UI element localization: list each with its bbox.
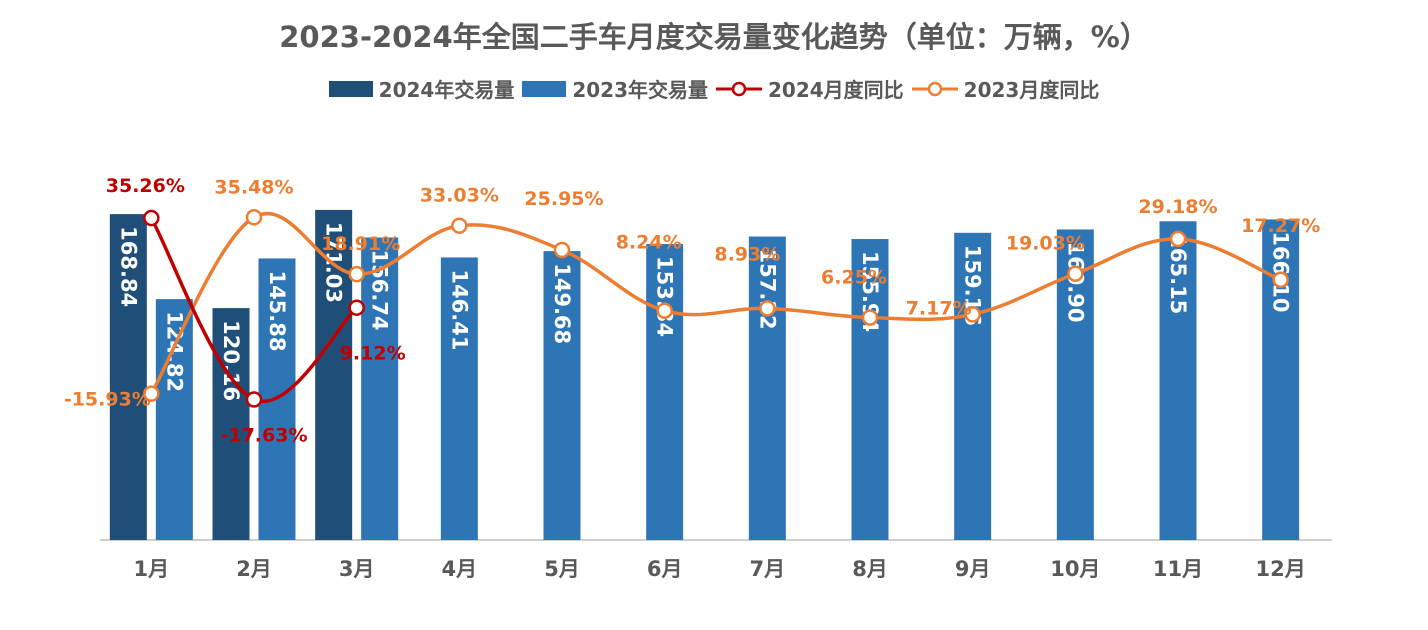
legend-swatch-2024-volume [328, 80, 373, 97]
series-2023-yoy-point [451, 217, 468, 234]
x-tick-label: 9月 [955, 557, 991, 581]
x-tick-label: 6月 [647, 557, 683, 581]
series-2023-yoy-data-label: 17.27% [1241, 215, 1320, 237]
legend-swatch-2023-volume [522, 80, 567, 97]
series-2023-volume-data-label: 153.34 [653, 256, 677, 337]
series-2023-yoy-point [553, 241, 571, 259]
x-tick-label: 2月 [236, 557, 272, 581]
legend-item-2024-yoy: 2024月度同比 [716, 74, 904, 103]
series-2023-yoy-data-label: 19.03% [1006, 233, 1085, 255]
series-2023-yoy-point [1169, 230, 1187, 248]
series-2023-yoy-point [861, 309, 879, 326]
series-2023-volume-bar [1159, 221, 1197, 540]
series-2024-volume-bar [315, 209, 353, 540]
series-2024-volume-data-label: 171.03 [322, 222, 346, 303]
series-2024-yoy-data-label: -17.63% [220, 424, 307, 446]
x-tick-label: 12月 [1256, 557, 1306, 581]
series-2023-yoy-point [245, 209, 263, 226]
series-2023-volume-data-label: 159.16 [961, 245, 985, 326]
series-2023-yoy-point [964, 306, 981, 323]
legend-item-2024-volume: 2024年交易量 [328, 74, 515, 103]
series-2023-yoy-point [656, 302, 673, 319]
series-2023-volume-data-label: 155.94 [858, 251, 882, 332]
series-2023-yoy-data-label: 6.25% [821, 267, 887, 289]
series-2023-volume-data-label: 160.90 [1063, 241, 1087, 322]
series-2023-volume-bar [440, 257, 478, 540]
legend-swatch-2023-yoy [911, 81, 958, 96]
x-tick-label: 1月 [134, 557, 170, 581]
series-2023-yoy-data-label: 8.93% [714, 243, 780, 265]
series-2023-volume-bar [361, 237, 399, 540]
series-2024-yoy-point [245, 391, 263, 408]
x-tick-label: 8月 [852, 557, 888, 581]
series-2024-volume-bar [212, 308, 250, 540]
legend-item-2023-volume: 2023年交易量 [522, 74, 708, 103]
series-2023-volume-bar [258, 258, 296, 540]
series-2023-yoy-data-label: -15.93% [64, 389, 151, 411]
legend-item-2023-yoy: 2023月度同比 [911, 74, 1100, 103]
series-2023-yoy-data-label: 7.17% [906, 297, 972, 319]
series-2023-volume-data-label: 165.15 [1166, 233, 1190, 314]
legend-label-2023-yoy: 2023月度同比 [963, 78, 1100, 102]
series-2023-volume-data-label: 157.22 [755, 249, 779, 330]
series-2023-volume-bar [748, 236, 786, 540]
series-2023-yoy-data-label: 8.24% [616, 232, 682, 254]
legend-label-2023-volume: 2023年交易量 [572, 78, 708, 102]
series-2024-yoy-data-label: 35.26% [106, 175, 185, 197]
series-2023-yoy-point [1067, 265, 1084, 282]
x-tick-label: 5月 [544, 557, 580, 581]
x-tick-label: 10月 [1050, 557, 1100, 581]
series-2023-yoy-point [143, 385, 160, 402]
series-2023-yoy-point [348, 265, 365, 283]
series-2023-volume-data-label: 156.74 [368, 249, 392, 330]
series-2023-volume-bar [851, 239, 889, 540]
series-2023-yoy-line [149, 211, 1282, 395]
series-2024-volume-data-label: 120.16 [219, 320, 243, 401]
series-2023-volume-bar [1262, 219, 1300, 540]
series-2023-yoy-data-label: 33.03% [420, 185, 499, 207]
series-2023-yoy-point [759, 300, 776, 317]
series-2023-yoy-data-label: 35.48% [214, 176, 293, 198]
series-2023-yoy-data-label: 29.18% [1138, 196, 1217, 218]
x-tick-label: 11月 [1153, 557, 1203, 581]
series-2023-volume-bar [954, 232, 992, 540]
series-2024-yoy-data-label: 9.12% [340, 343, 406, 365]
series-2023-volume-data-label: 145.88 [265, 270, 289, 351]
chart-title: 2023-2024年全国二手车月度交易量变化趋势（单位：万辆，%） [279, 20, 1149, 54]
series-2023-volume-data-label: 149.68 [550, 263, 574, 344]
legend-label-2024-yoy: 2024月度同比 [768, 78, 904, 102]
chart-legend: 2024年交易量 2023年交易量 2024月度同比 2023月度同比 [0, 74, 1428, 103]
x-tick-label: 4月 [442, 557, 478, 581]
legend-swatch-2024-yoy [716, 81, 762, 96]
series-2024-volume-bar [109, 214, 147, 540]
series-2024-volume-data-label: 168.84 [116, 226, 140, 307]
series-2023-volume-bar [646, 244, 684, 540]
series-2024-yoy-point [348, 299, 365, 316]
series-2023-volume-data-label: 166.10 [1269, 231, 1293, 312]
series-2024-yoy-line [149, 217, 358, 404]
series-2023-volume-bar [543, 251, 581, 540]
series-2023-volume-bar [1056, 229, 1094, 540]
series-2023-volume-bar [155, 299, 193, 540]
x-tick-label: 3月 [339, 557, 375, 581]
series-2023-yoy-data-label: 25.95% [524, 188, 603, 210]
series-2023-yoy-point [1272, 271, 1289, 289]
series-2024-yoy-point [143, 209, 160, 227]
legend-label-2024-volume: 2024年交易量 [378, 78, 515, 102]
series-2023-volume-data-label: 124.82 [162, 311, 186, 392]
x-tick-label: 7月 [750, 557, 786, 581]
series-2023-volume-data-label: 146.41 [447, 269, 471, 350]
series-2023-yoy-data-label: 18.91% [321, 233, 400, 255]
